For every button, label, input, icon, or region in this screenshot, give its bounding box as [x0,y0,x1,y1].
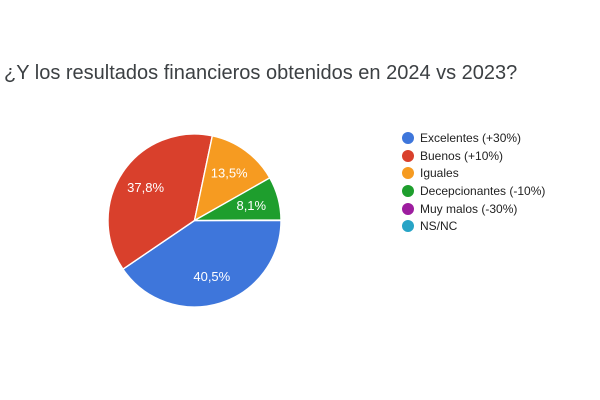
legend-item-iguales[interactable]: Iguales [402,164,545,182]
pie-slice-value-label: 8,1% [236,198,266,213]
legend-color-dot-icon [402,220,414,233]
pie-slice-value-label: 40,5% [193,269,230,284]
legend-item-muy-malos-30[interactable]: Muy malos (-30%) [402,200,545,218]
legend-color-dot-icon [402,202,414,215]
legend-color-dot-icon [402,184,414,197]
legend-item-label: Excelentes (+30%) [420,130,522,145]
legend-color-dot-icon [402,167,414,180]
legend-item-label: Decepcionantes (-10%) [420,183,546,198]
legend-item-label: Muy malos (-30%) [420,201,518,216]
chart-title: ¿Y los resultados financieros obtenidos … [4,62,518,84]
pie-slice-iguales[interactable] [193,135,271,222]
legend-item-decepcionantes-10[interactable]: Decepcionantes (-10%) [402,182,545,200]
pie-slice-value-label: 37,8% [127,180,164,195]
legend-item-buenos-10[interactable]: Buenos (+10%) [402,147,545,165]
legend-item-label: NS/NC [420,219,458,234]
legend-color-dot-icon [402,149,414,162]
pie-slice-value-label: 13,5% [211,166,248,181]
pie-slice-decepcionantes-10[interactable] [193,177,282,222]
chart-legend: Excelentes (+30%) Buenos (+10%) Iguales Dec… [402,129,545,235]
pie-slice-excelentes-30[interactable] [122,219,282,308]
pie-slice-buenos-10[interactable] [107,133,214,270]
legend-item-excelentes-30[interactable]: Excelentes (+30%) [402,129,545,147]
legend-item-ns-nc[interactable]: NS/NC [402,217,545,235]
legend-item-label: Iguales [420,166,459,181]
legend-color-dot-icon [402,131,414,144]
legend-item-label: Buenos (+10%) [420,148,504,163]
